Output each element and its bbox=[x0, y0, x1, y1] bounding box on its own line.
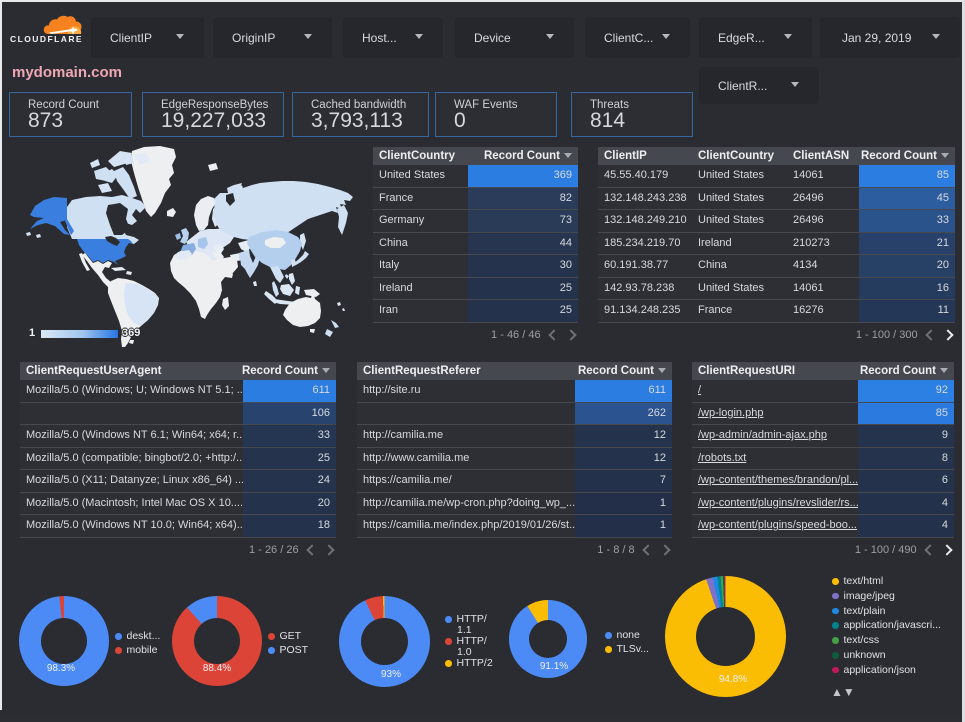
svg-text:CLOUDFLARE: CLOUDFLARE bbox=[10, 34, 83, 44]
